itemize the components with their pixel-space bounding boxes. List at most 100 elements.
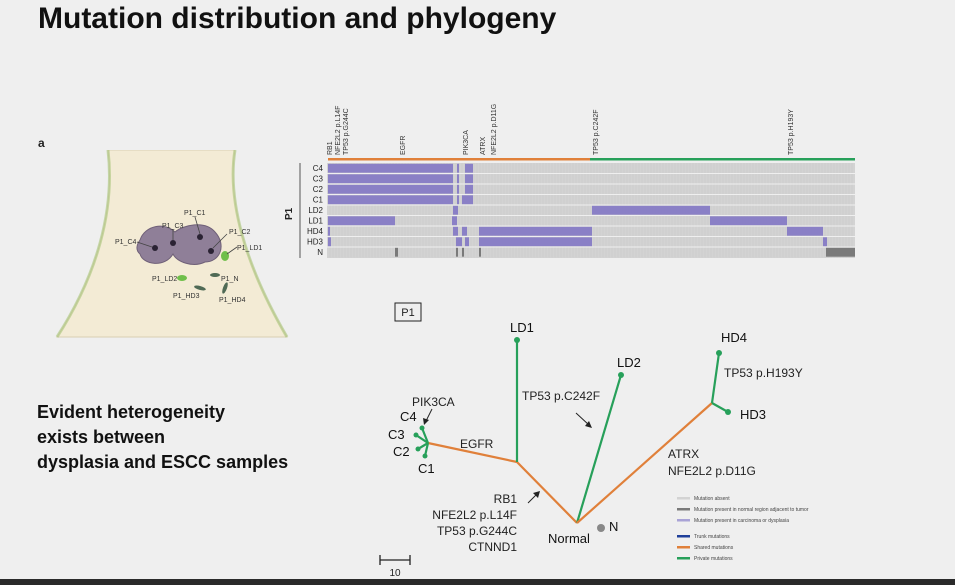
esophagus-edge-right	[231, 150, 289, 338]
heatmap-mutation-cell	[479, 247, 481, 257]
branch-ld2	[575, 374, 623, 524]
heatmap-row-label: C4	[313, 164, 324, 173]
heatmap-row-label: LD1	[308, 217, 323, 226]
annotation-atrx: ATRX	[668, 447, 699, 461]
label-p1-n: P1_N	[221, 276, 239, 283]
legend-label: Shared mutations	[694, 545, 734, 551]
heatmap-mutation-cell	[462, 247, 464, 257]
heatmap-mutation-cell	[787, 226, 823, 236]
annotation-pik3ca: PIK3CA	[412, 395, 455, 409]
private-mutation-bar	[590, 158, 855, 161]
heatmap-mutation-cell	[457, 163, 459, 173]
heatmap-mutation-cell	[328, 216, 395, 226]
heatmap-row-label: C2	[313, 185, 324, 194]
legend-swatch	[677, 497, 690, 500]
sample-dot-c3	[170, 240, 176, 246]
heatmap-mutation-cell	[453, 226, 458, 236]
heatmap-mutation-cell	[457, 174, 459, 184]
heatmap-mutation-cell	[328, 163, 453, 173]
heatmap-mutation-cell	[592, 205, 710, 215]
legend-label: Mutation absent	[694, 496, 730, 502]
esophagus-edge-left	[55, 150, 111, 338]
branch-hd3	[711, 402, 729, 413]
heatmap-row-label: C1	[313, 196, 324, 205]
gene-label-tp53-c242f: TP53 p.C242F	[593, 109, 600, 155]
heatmap-mutation-cell	[462, 195, 473, 205]
gene-label-nfe2l2-d11g: NFE2L2 p.D11G	[491, 104, 498, 155]
heatmap-mutation-cell	[465, 163, 473, 173]
heatmap-mutation-cell	[328, 226, 330, 236]
tip-ld2	[618, 372, 624, 378]
annotation-tp53-c242f: TP53 p.C242F	[522, 389, 600, 403]
heatmap-row-label: C3	[313, 175, 324, 184]
heatmap-mutation-cell	[826, 247, 855, 257]
gene-label-nfe2l2-l14f: NFE2L2 p.L14F	[335, 106, 342, 155]
tip-ld1	[514, 337, 520, 343]
node-label-c2: C2	[393, 444, 410, 459]
label-p1-c4: P1_C4	[115, 239, 137, 246]
heatmap-grid	[327, 163, 855, 258]
sample-dot-c1	[197, 234, 203, 240]
heatmap-mutation-cell	[328, 174, 453, 184]
gene-label-egfr: EGFR	[400, 136, 407, 155]
heatmap-row-label: N	[317, 248, 323, 257]
node-label-ld2: LD2	[617, 355, 641, 370]
heatmap-mutation-cell	[457, 195, 459, 205]
tree-branches	[415, 340, 729, 524]
branch-mid-to-c-cluster	[427, 441, 518, 464]
key-finding-line-3: dysplasia and ESCC samples	[37, 452, 289, 472]
sample-ld2-mark	[177, 275, 187, 281]
legend-label: Private mutations	[694, 556, 733, 562]
heatmap-mutation-cell	[462, 226, 467, 236]
tip-hd3	[725, 409, 731, 415]
heatmap-mutation-cell	[395, 247, 398, 257]
heatmap-mutation-cell	[328, 195, 453, 205]
patient-label-p1: P1	[284, 207, 295, 220]
label-p1-hd3: P1_HD3	[173, 293, 200, 300]
tip-c4	[419, 425, 425, 431]
heatmap-mutation-cell	[452, 216, 457, 226]
legend-swatch	[677, 546, 690, 549]
legend-swatch	[677, 519, 690, 522]
heatmap-mutation-cell	[465, 237, 469, 247]
node-label-c4: C4	[400, 409, 417, 424]
label-p1-hd4: P1_HD4	[219, 297, 246, 304]
sample-dot-c4	[152, 245, 158, 251]
legend-swatch	[677, 557, 690, 560]
branch-hd4	[710, 352, 721, 404]
annotation-trunk-ctnnd1: CTNND1	[468, 540, 517, 554]
node-label-n: N	[609, 519, 618, 534]
heatmap-mutation-cell	[479, 226, 592, 236]
gene-label-tp53-g244c: TP53 p.G244C	[343, 108, 350, 155]
tree-patient-label: P1	[401, 307, 414, 319]
sample-hd3-mark	[194, 285, 206, 291]
node-label-hd3: HD3	[740, 407, 766, 422]
legend-swatch	[677, 508, 690, 511]
node-label-normal: Normal	[548, 531, 590, 546]
gene-label-rb1: RB1	[327, 141, 334, 155]
heatmap-mutation-cell	[328, 237, 331, 247]
heatmap-row-label: HD4	[307, 227, 324, 236]
arrow-tp53-c242f	[575, 412, 590, 426]
heatmap-mutation-cell	[456, 247, 458, 257]
phylogenetic-tree: P1 LD1 LD2 HD4 HD3 C4 C3 C2 C1 Normal N	[379, 302, 809, 579]
heatmap-mutation-cell	[465, 174, 473, 184]
gene-label-tp53-h193y: TP53 p.H193Y	[788, 109, 795, 155]
branch-c4	[420, 427, 430, 444]
annotation-egfr: EGFR	[460, 437, 494, 451]
sample-hd4-mark	[222, 282, 228, 294]
key-finding-text: Evident heterogeneity exists between dys…	[37, 400, 288, 475]
annotation-tp53-h193y: TP53 p.H193Y	[724, 366, 803, 380]
tip-c3	[413, 432, 419, 438]
tumor-mass	[136, 224, 222, 265]
annotation-trunk-rb1: RB1	[494, 492, 518, 506]
tip-n	[597, 524, 605, 532]
tree-patient-box	[394, 302, 422, 322]
mutation-heatmap: RB1 NFE2L2 p.L14F TP53 p.G244C EGFR PIK3…	[284, 104, 855, 258]
arrow-pik3ca	[425, 408, 433, 422]
key-finding-line-1: Evident heterogeneity	[37, 402, 226, 422]
arrowhead-pik3ca	[423, 418, 429, 425]
page-title: Mutation distribution and phylogeny	[38, 2, 557, 35]
heatmap-mutation-cell	[456, 237, 462, 247]
trunk-mutation-list: RB1 NFE2L2 p.L14F TP53 p.G244C CTNND1	[432, 492, 517, 554]
